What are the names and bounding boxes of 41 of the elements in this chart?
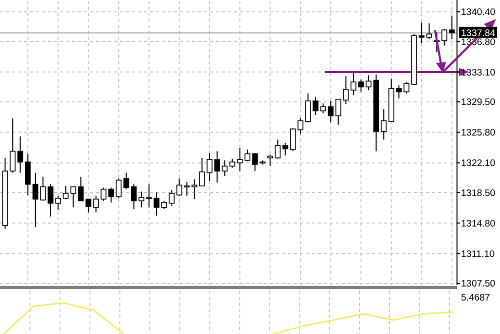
candlestick <box>380 108 387 140</box>
candlestick <box>335 98 342 126</box>
y-tick-label: 1340.40 <box>461 7 496 18</box>
annotation: 5.4687 <box>461 292 490 304</box>
candlestick <box>62 185 69 200</box>
y-tick-label: 1318.50 <box>461 188 496 199</box>
candlestick <box>290 128 296 152</box>
y-tick-label: 1314.80 <box>461 218 496 230</box>
candlestick <box>17 136 24 174</box>
y-tick-label: 1307.50 <box>461 278 496 290</box>
candlestick <box>328 100 334 123</box>
candlestick <box>237 147 243 172</box>
candlestick <box>229 158 236 168</box>
candlestick <box>78 176 84 202</box>
candlestick <box>343 76 349 105</box>
candlestick <box>441 28 448 46</box>
candlestick <box>267 154 274 167</box>
candlestick <box>70 186 76 208</box>
candlestick <box>320 102 326 114</box>
y-tick-label: 1311.10 <box>461 248 495 260</box>
candlestick <box>449 15 455 40</box>
candlestick <box>214 150 220 184</box>
candlestick <box>274 139 281 160</box>
candlestick <box>116 178 122 199</box>
candlestick <box>108 187 114 203</box>
candlestick <box>282 142 288 156</box>
candlestick <box>168 190 175 206</box>
y-tick-label: 1325.80 <box>461 128 496 139</box>
candlestick <box>176 178 182 196</box>
y-tick-label: 1322.10 <box>461 158 496 170</box>
candlestick <box>426 22 432 40</box>
candlestick <box>396 84 402 99</box>
candlestick <box>123 172 130 190</box>
candlestick <box>184 181 190 196</box>
candlestick <box>222 160 228 177</box>
ref-line-label: 1337.84 <box>461 28 496 40</box>
candlestick <box>24 153 31 196</box>
candlestick <box>10 118 16 174</box>
candlestick <box>55 195 61 210</box>
candlestick <box>130 184 137 210</box>
y-tick-label: 1329.50 <box>461 97 496 108</box>
